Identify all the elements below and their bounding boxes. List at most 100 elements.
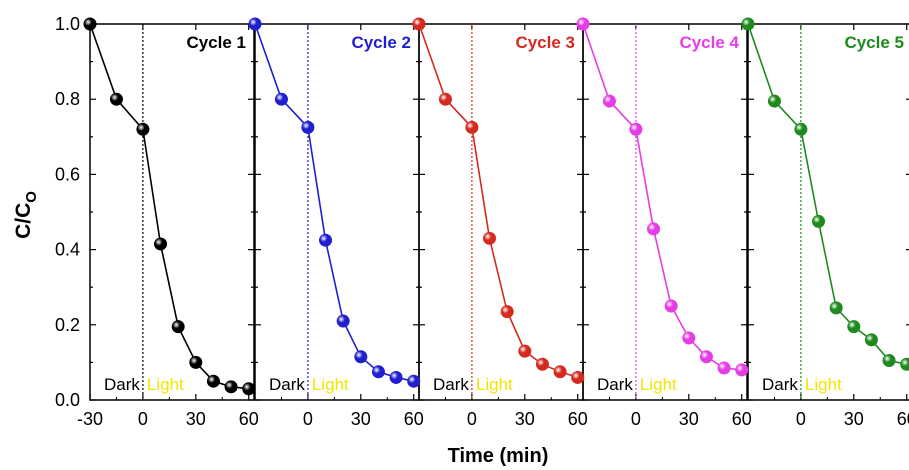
panel-3: 0 30 60 Dark Light Cycle 3 bbox=[418, 23, 588, 429]
data-point bbox=[647, 222, 661, 236]
y-tick-label: 0.4 bbox=[55, 240, 80, 260]
light-label: Light bbox=[476, 375, 513, 394]
x-tick-label: 60 bbox=[404, 409, 424, 429]
series-2 bbox=[248, 17, 421, 388]
y-axis-label-sub: O bbox=[23, 191, 40, 203]
series-title: Cycle 4 bbox=[679, 33, 739, 52]
data-point bbox=[189, 355, 203, 369]
data-point bbox=[354, 350, 368, 364]
series-title: Cycle 1 bbox=[186, 33, 246, 52]
x-tick-label: 30 bbox=[515, 409, 535, 429]
data-point bbox=[483, 231, 497, 245]
series-line bbox=[582, 23, 742, 371]
data-point bbox=[407, 374, 421, 388]
data-point bbox=[274, 92, 288, 106]
x-axis-label: Time (min) bbox=[448, 445, 549, 467]
data-point bbox=[829, 301, 843, 315]
light-label: Light bbox=[805, 375, 842, 394]
light-label: Light bbox=[312, 375, 349, 394]
data-point bbox=[571, 370, 585, 384]
data-point bbox=[602, 94, 616, 108]
panel-frame bbox=[418, 23, 584, 401]
data-point bbox=[438, 92, 452, 106]
series-layer bbox=[83, 17, 909, 396]
data-point bbox=[336, 314, 350, 328]
x-tick-label: 60 bbox=[239, 409, 259, 429]
y-tick-label: 0.0 bbox=[55, 390, 80, 410]
panel-1: -30 0 30 60 Dark Light Cycle 1 bbox=[77, 23, 259, 429]
series-1 bbox=[83, 17, 256, 396]
x-tick-label: 0 bbox=[467, 409, 477, 429]
data-point bbox=[154, 237, 168, 251]
dark-label: Dark bbox=[269, 375, 305, 394]
data-point bbox=[465, 120, 479, 134]
series-line bbox=[418, 23, 578, 379]
data-point bbox=[847, 320, 861, 334]
data-point bbox=[664, 299, 678, 313]
panel-frame bbox=[747, 23, 909, 401]
series-line bbox=[254, 23, 414, 382]
series-4 bbox=[576, 17, 749, 377]
series-title: Cycle 2 bbox=[351, 33, 411, 52]
data-point bbox=[812, 214, 826, 228]
dark-label: Dark bbox=[104, 375, 140, 394]
data-point bbox=[864, 333, 878, 347]
data-point bbox=[794, 122, 808, 136]
data-point bbox=[741, 17, 755, 31]
light-label: Light bbox=[640, 375, 677, 394]
data-point bbox=[248, 17, 262, 31]
series-5 bbox=[741, 17, 909, 371]
dark-label: Dark bbox=[762, 375, 798, 394]
x-tick-label: 60 bbox=[897, 409, 909, 429]
x-tick-label: 0 bbox=[631, 409, 641, 429]
panel-5: 0 30 60 Dark Light Cycle 5 bbox=[747, 23, 909, 429]
data-point bbox=[242, 382, 256, 396]
y-axis-label-main: C/C bbox=[12, 203, 35, 239]
panel-frame bbox=[582, 23, 748, 401]
x-tick-label: 30 bbox=[186, 409, 206, 429]
x-tick-label: 0 bbox=[303, 409, 313, 429]
x-tick-label: -30 bbox=[77, 409, 103, 429]
data-point bbox=[171, 320, 185, 334]
y-tick-label: 0.6 bbox=[55, 164, 80, 184]
data-point bbox=[735, 363, 749, 377]
data-point bbox=[535, 357, 549, 371]
label-layer: C/CO Time (min) bbox=[12, 191, 548, 467]
y-tick-label: 0.8 bbox=[55, 89, 80, 109]
data-point bbox=[900, 357, 909, 371]
series-title: Cycle 3 bbox=[515, 33, 575, 52]
data-point bbox=[882, 354, 896, 368]
data-point bbox=[206, 374, 220, 388]
light-label: Light bbox=[147, 375, 184, 394]
data-point bbox=[224, 380, 238, 394]
data-point bbox=[553, 365, 567, 379]
data-point bbox=[682, 331, 696, 345]
data-point bbox=[412, 17, 426, 31]
x-tick-label: 60 bbox=[732, 409, 752, 429]
x-tick-label: 60 bbox=[568, 409, 588, 429]
dark-label: Dark bbox=[597, 375, 633, 394]
series-title: Cycle 5 bbox=[844, 33, 904, 52]
y-tick-label: 1.0 bbox=[55, 14, 80, 34]
panel-4: 0 30 60 Dark Light Cycle 4 bbox=[582, 23, 752, 429]
data-point bbox=[717, 361, 731, 375]
x-tick-label: 30 bbox=[679, 409, 699, 429]
panel-frame bbox=[89, 23, 255, 401]
data-point bbox=[136, 122, 150, 136]
data-point bbox=[301, 120, 315, 134]
data-point bbox=[767, 94, 781, 108]
data-point bbox=[576, 17, 590, 31]
data-point bbox=[109, 92, 123, 106]
panel-frame bbox=[254, 23, 420, 401]
series-line bbox=[89, 23, 249, 390]
x-tick-label: 0 bbox=[138, 409, 148, 429]
data-point bbox=[371, 365, 385, 379]
data-point bbox=[500, 305, 514, 319]
data-point bbox=[629, 122, 643, 136]
x-tick-label: 30 bbox=[844, 409, 864, 429]
data-point bbox=[699, 350, 713, 364]
data-point bbox=[518, 344, 532, 358]
y-tick-label: 0.2 bbox=[55, 315, 80, 335]
axes-layer: 0.0 0.2 0.4 0.6 0.8 1.0 -30 0 30 60 Dark Light Cycle… bbox=[55, 14, 909, 429]
series-line bbox=[747, 23, 907, 366]
